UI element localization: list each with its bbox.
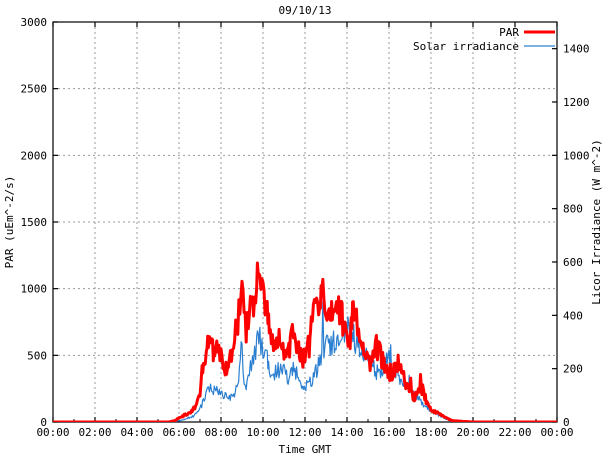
y-tick-label: 1500 bbox=[21, 216, 48, 229]
legend-label-par: PAR bbox=[499, 26, 519, 39]
y-axis-left-label: PAR (uEm^-2/s) bbox=[3, 176, 16, 269]
y-tick-label: 0 bbox=[40, 416, 47, 429]
x-tick-label: 16:00 bbox=[372, 426, 405, 439]
x-tick-label: 00:00 bbox=[540, 426, 573, 439]
y-axis-right-label: Licor Irradiance (W m^-2) bbox=[590, 139, 603, 305]
y-axis-right-ticks: 0 200 400 600 800 1000 1200 1400 bbox=[552, 43, 590, 429]
series-clipped-group bbox=[53, 261, 557, 422]
y2-tick-label: 1400 bbox=[563, 43, 590, 56]
series-line-solar-irradiance bbox=[53, 301, 557, 422]
x-tick-label: 02:00 bbox=[78, 426, 111, 439]
x-tick-label: 06:00 bbox=[162, 426, 195, 439]
y2-tick-label: 200 bbox=[563, 363, 583, 376]
x-tick-label: 00:00 bbox=[36, 426, 69, 439]
x-tick-label: 08:00 bbox=[204, 426, 237, 439]
x-tick-label: 04:00 bbox=[120, 426, 153, 439]
x-tick-label: 10:00 bbox=[246, 426, 279, 439]
y2-tick-label: 1000 bbox=[563, 149, 590, 162]
y-tick-label: 2500 bbox=[21, 83, 48, 96]
y-tick-label: 2000 bbox=[21, 149, 48, 162]
x-tick-label: 14:00 bbox=[330, 426, 363, 439]
x-axis-ticks: 00:00 02:00 04:00 06:00 08:00 10:00 12:00 14:00… bbox=[36, 22, 574, 439]
series-line-par bbox=[53, 261, 557, 422]
y-tick-label: 1000 bbox=[21, 283, 48, 296]
y2-tick-label: 800 bbox=[563, 203, 583, 216]
y-axis-left-ticks: 0 500 1000 1500 2000 2500 3000 bbox=[21, 16, 58, 429]
x-tick-label: 12:00 bbox=[288, 426, 321, 439]
gridlines bbox=[53, 22, 557, 422]
data-series-layer bbox=[53, 261, 557, 422]
y-tick-label: 500 bbox=[27, 349, 47, 362]
y2-tick-label: 0 bbox=[563, 416, 570, 429]
x-tick-label: 22:00 bbox=[498, 426, 531, 439]
y2-tick-label: 400 bbox=[563, 309, 583, 322]
y2-tick-label: 600 bbox=[563, 256, 583, 269]
legend-label-solar-irradiance: Solar irradiance bbox=[413, 40, 519, 53]
x-tick-label: 18:00 bbox=[414, 426, 447, 439]
y2-tick-label: 1200 bbox=[563, 96, 590, 109]
chart-title: 09/10/13 bbox=[279, 4, 332, 17]
x-tick-label: 20:00 bbox=[456, 426, 489, 439]
y-tick-label: 3000 bbox=[21, 16, 48, 29]
x-axis-label: Time GMT bbox=[279, 443, 332, 456]
